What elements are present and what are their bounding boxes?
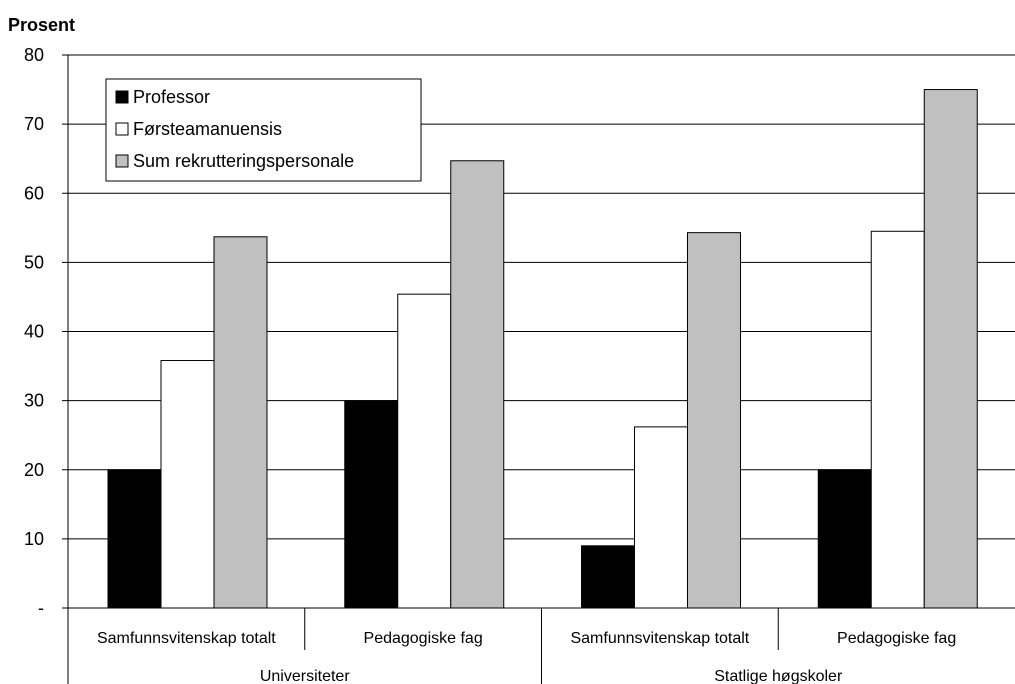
bar-professor	[581, 545, 635, 609]
bar-sum-rekrutteringspersonale	[687, 232, 741, 609]
bar-førsteamanuensis	[397, 293, 452, 609]
bar-førsteamanuensis	[634, 426, 688, 609]
bar-professor	[817, 469, 872, 609]
bar-professor	[107, 469, 162, 609]
bar-sum-rekrutteringspersonale	[450, 160, 505, 609]
x-category-label: Samfunnsvitenskap totalt	[97, 630, 276, 647]
y-tick-label: 50	[24, 252, 44, 272]
y-tick-label: 20	[24, 460, 44, 480]
y-tick-label: 70	[24, 114, 44, 134]
legend-label: Førsteamanuensis	[133, 119, 282, 139]
bar-professor	[344, 400, 399, 609]
legend-label: Sum rekrutteringspersonale	[133, 151, 354, 171]
legend: Professor Førsteamanuensis Sum rekrutterin…	[105, 78, 422, 182]
x-category-label: Samfunnsvitenskap totalt	[570, 630, 749, 647]
legend-swatch	[115, 90, 129, 104]
bar-førsteamanuensis	[870, 230, 925, 609]
legend-swatch	[115, 154, 129, 168]
bars	[107, 89, 978, 609]
bar-sum-rekrutteringspersonale	[923, 89, 978, 609]
axes	[62, 54, 1015, 684]
x-group-label: Statlige høgskoler	[714, 668, 843, 684]
x-category-label: Pedagogiske fag	[837, 630, 956, 647]
x-category-label: Pedagogiske fag	[364, 630, 483, 647]
bar-førsteamanuensis	[160, 360, 215, 609]
x-category-labels: Samfunnsvitenskap totalt Pedagogiske fag S…	[97, 630, 956, 684]
y-tick-labels: - 10 20 30 40 50 60 70 80	[24, 45, 44, 618]
y-tick-label: 60	[24, 183, 44, 203]
y-axis-label: Prosent	[8, 15, 75, 35]
x-group-label: Universiteter	[260, 668, 350, 684]
legend-label: Professor	[133, 87, 210, 107]
legend-swatch	[115, 122, 129, 136]
y-tick-label: -	[38, 598, 44, 618]
y-tick-label: 10	[24, 529, 44, 549]
y-tick-label: 80	[24, 45, 44, 65]
y-tick-label: 40	[24, 322, 44, 342]
y-tick-label: 30	[24, 391, 44, 411]
legend-box	[105, 78, 422, 182]
bar-sum-rekrutteringspersonale	[213, 236, 268, 609]
